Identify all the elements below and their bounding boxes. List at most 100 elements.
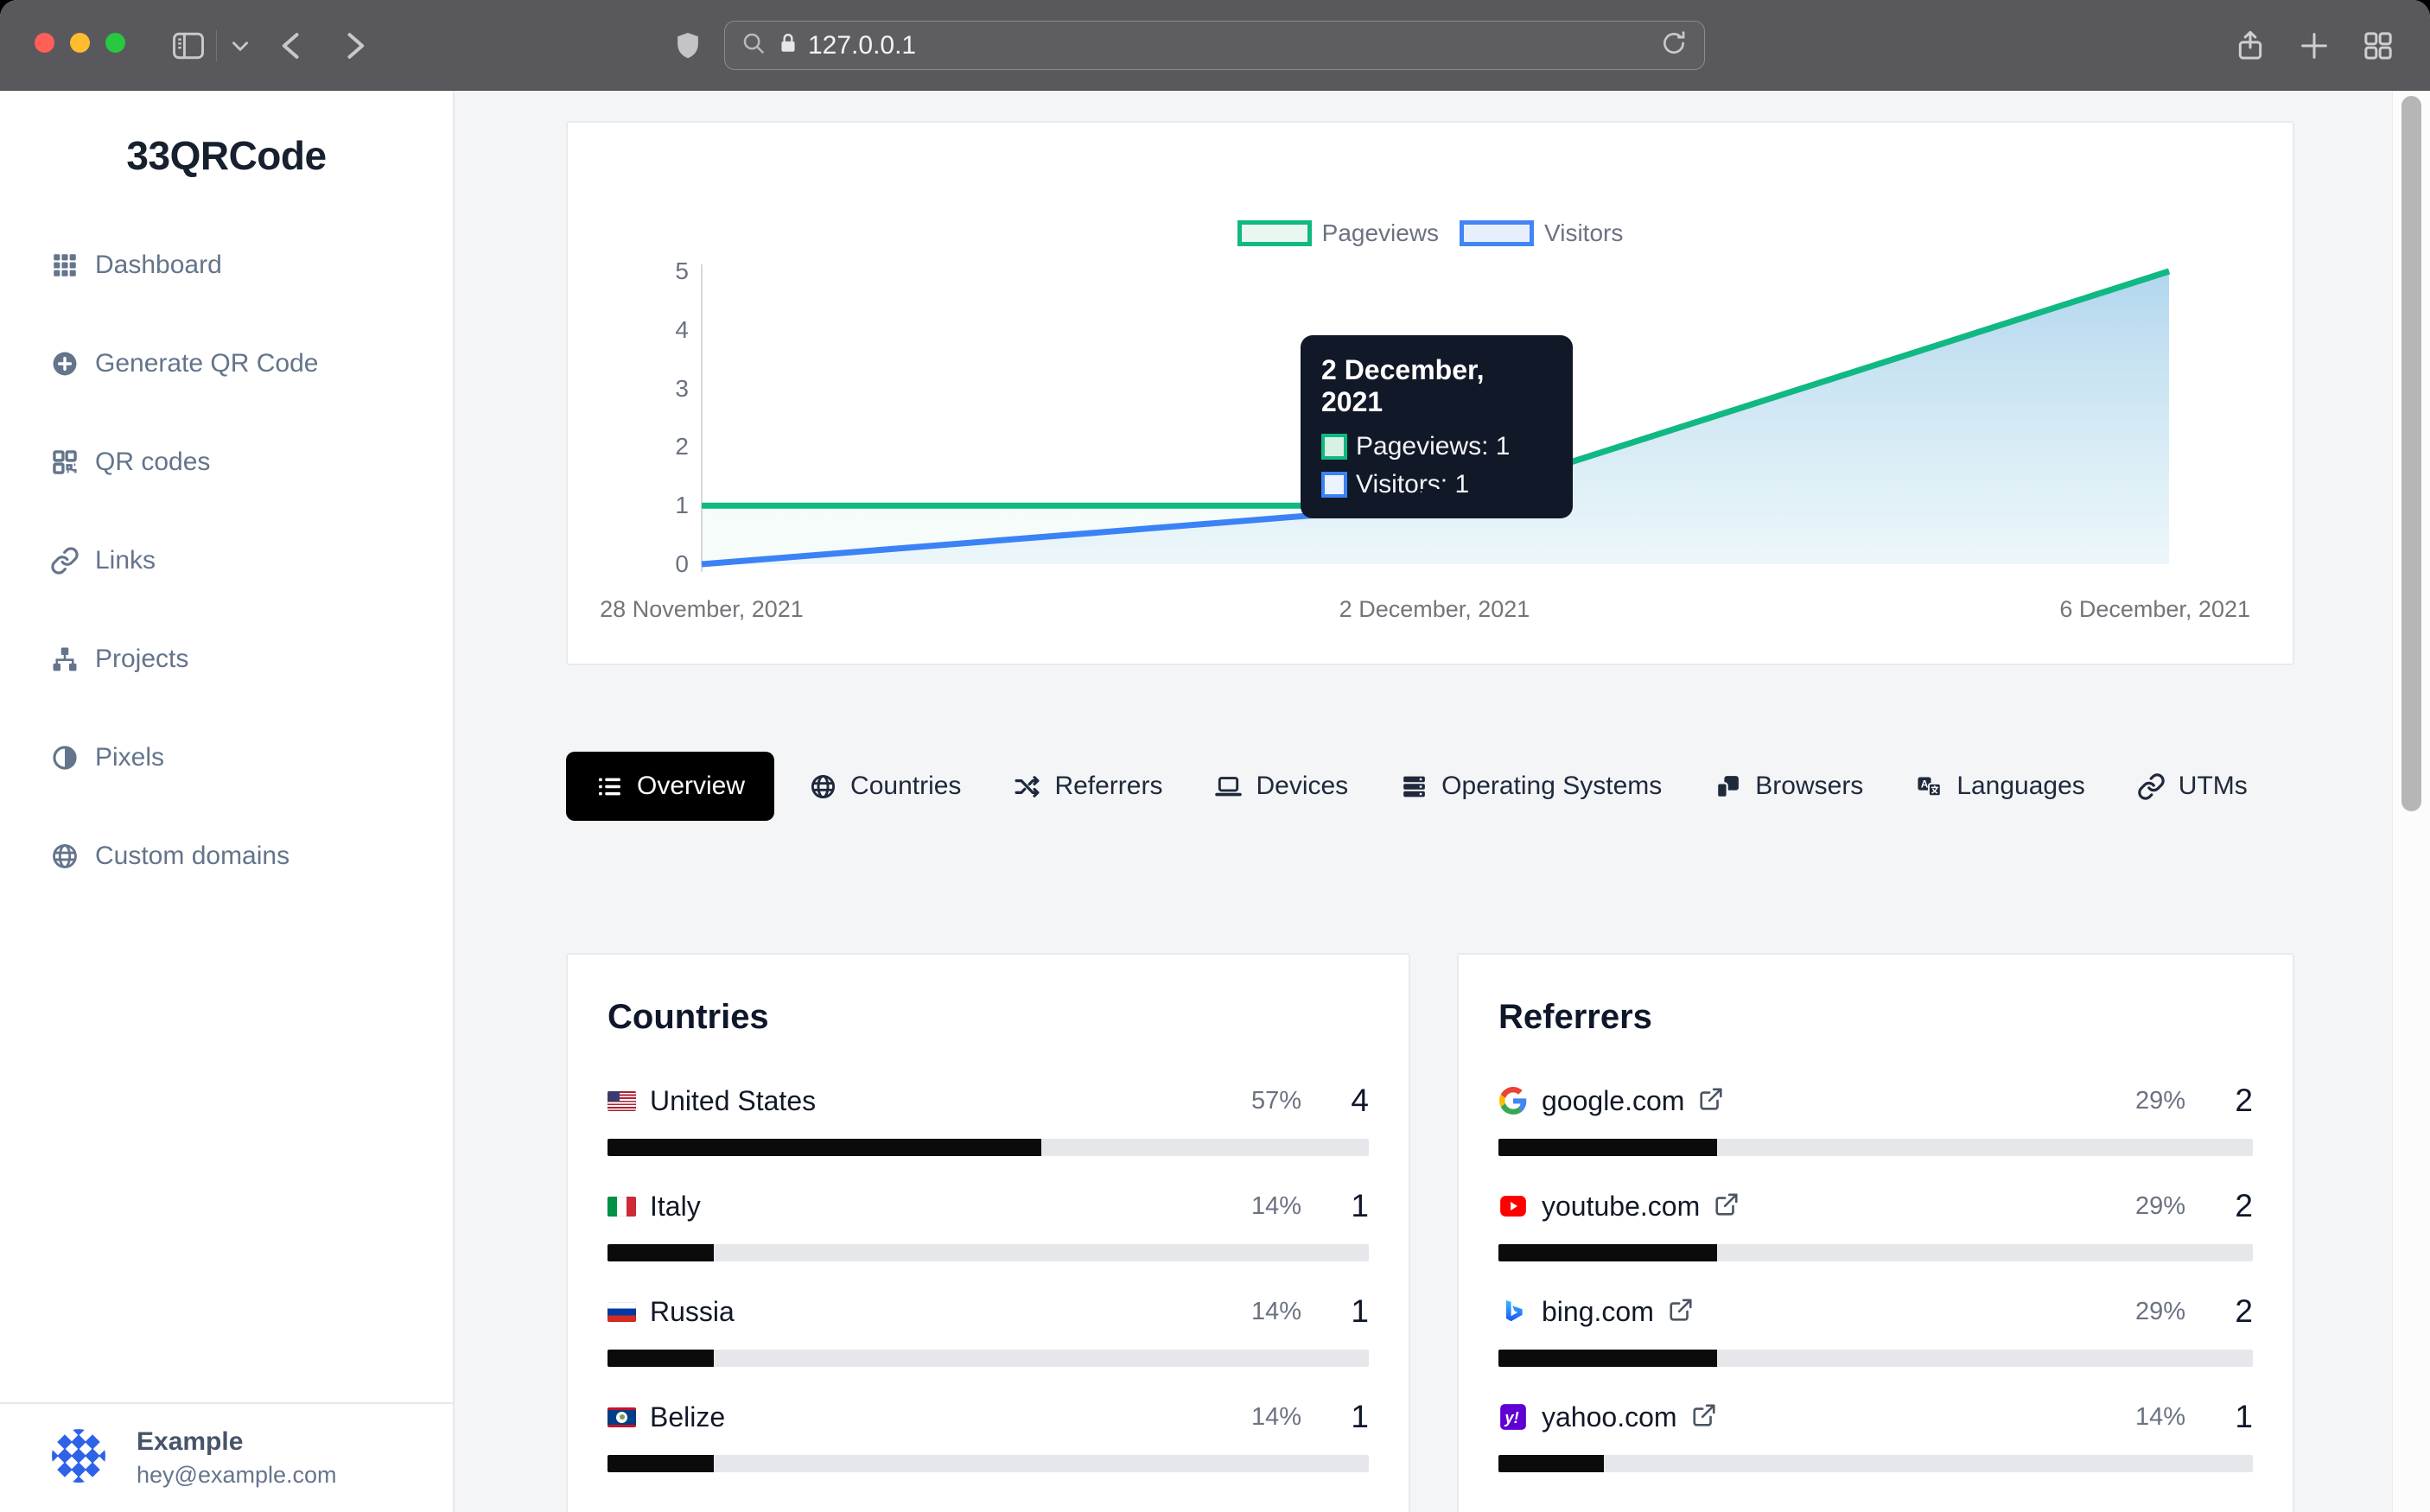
link-icon <box>2138 772 2165 800</box>
tab-overview-icon[interactable] <box>2354 0 2402 91</box>
legend-label: Pageviews <box>1321 219 1440 246</box>
tab-label: Referrers <box>1054 772 1163 800</box>
zoom-window-button[interactable] <box>105 33 125 53</box>
country-name: United States <box>650 1084 817 1116</box>
lock-icon <box>777 30 799 60</box>
external-link-icon[interactable] <box>1698 1086 1724 1116</box>
browser-toolbar: 127.0.0.1 <box>0 0 2430 91</box>
sidebar-item-qr-codes[interactable]: QR codes <box>0 432 453 492</box>
referrer-percent: 29% <box>2134 1086 2185 1115</box>
referrer-percent: 29% <box>2134 1191 2185 1220</box>
flag-belize-icon <box>608 1407 636 1427</box>
google-favicon <box>1498 1086 1528 1115</box>
back-button[interactable] <box>268 0 316 91</box>
tab-utms[interactable]: UTMs <box>2120 752 2265 821</box>
url-text: 127.0.0.1 <box>808 30 917 60</box>
tab-label: Languages <box>1956 772 2085 800</box>
scrollbar-thumb[interactable] <box>2401 96 2421 811</box>
sidebar-item-label: Generate QR Code <box>95 349 319 378</box>
reload-icon[interactable] <box>1659 29 1689 62</box>
main-content: Pageviews Visitors 5 4 3 2 1 0 28 November, 2… <box>455 91 2430 1512</box>
referrers-title: Referrers <box>1498 998 1652 1036</box>
external-link-icon[interactable] <box>1714 1191 1740 1222</box>
referrer-name: youtube.com <box>1542 1190 1701 1222</box>
referrer-percent: 29% <box>2134 1297 2185 1325</box>
country-percent: 14% <box>1250 1297 1301 1325</box>
legend-pageviews[interactable]: Pageviews <box>1237 219 1439 247</box>
new-tab-icon[interactable] <box>2290 0 2338 91</box>
chart-tooltip: 2 December, 2021 Pageviews: 1 Visitors: … <box>1301 335 1573 518</box>
progress-bar <box>1498 1350 2253 1367</box>
tab-label: Overview <box>637 772 746 800</box>
sidebar-toggle-icon[interactable] <box>164 0 213 91</box>
tab-referrers[interactable]: Referrers <box>996 752 1180 821</box>
globe-icon <box>53 844 77 868</box>
minimize-window-button[interactable] <box>70 33 90 53</box>
share-icon[interactable] <box>2226 0 2274 91</box>
forward-button[interactable] <box>330 0 378 91</box>
address-bar[interactable]: 127.0.0.1 <box>724 21 1705 70</box>
country-percent: 14% <box>1250 1191 1301 1220</box>
referrer-row-google: google.com 29% 2 <box>1498 1082 2253 1156</box>
shield-icon[interactable] <box>664 0 712 91</box>
country-count: 1 <box>1351 1188 1369 1223</box>
flag-russia-icon <box>608 1301 636 1322</box>
country-count: 4 <box>1351 1083 1369 1118</box>
tab-languages[interactable]: A Languages <box>1898 752 2102 821</box>
x-axis-label: 6 December, 2021 <box>2059 596 2250 622</box>
legend-visitors[interactable]: Visitors <box>1460 219 1623 247</box>
tooltip-title: 2 December, 2021 <box>1321 354 1485 417</box>
tab-label: Browsers <box>1755 772 1864 800</box>
sidebar-item-custom-domains[interactable]: Custom domains <box>0 826 453 886</box>
y-tick-label: 2 <box>675 433 689 461</box>
country-count: 1 <box>1351 1293 1369 1329</box>
user-account[interactable]: Example hey@example.com <box>0 1402 453 1512</box>
tooltip-caret <box>1419 489 1450 505</box>
scrollbar-track[interactable] <box>2392 91 2430 1512</box>
toolbar-divider <box>216 30 217 61</box>
country-row-united-states: United States 57% 4 <box>608 1082 1369 1156</box>
sidebar: 33QRCode Dashboard Generate QR Code QR c… <box>0 91 455 1512</box>
yahoo-favicon: y! <box>1498 1402 1528 1432</box>
referrer-name: bing.com <box>1542 1295 1654 1327</box>
sidebar-item-projects[interactable]: Projects <box>0 629 453 689</box>
visitors-swatch <box>1321 472 1347 498</box>
bing-favicon <box>1498 1297 1528 1326</box>
chevron-down-icon[interactable] <box>221 0 259 91</box>
y-axis-labels: 5 4 3 2 1 0 <box>568 123 2293 664</box>
country-row-russia: Russia 14% 1 <box>608 1293 1369 1367</box>
referrer-count: 2 <box>2235 1293 2253 1329</box>
chart-legend: Pageviews Visitors <box>568 219 2293 247</box>
flag-italy-icon <box>608 1196 636 1217</box>
country-percent: 14% <box>1250 1402 1301 1431</box>
tab-devices[interactable]: Devices <box>1197 752 1365 821</box>
progress-bar <box>608 1350 1369 1367</box>
half-circle-icon <box>53 746 77 770</box>
country-row-italy: Italy 14% 1 <box>608 1187 1369 1261</box>
tab-browsers[interactable]: Browsers <box>1696 752 1880 821</box>
laptop-icon <box>1215 776 1243 796</box>
sidebar-menu: Dashboard Generate QR Code QR codes Link… <box>0 235 453 886</box>
sidebar-item-dashboard[interactable]: Dashboard <box>0 235 453 295</box>
external-link-icon[interactable] <box>1691 1402 1717 1433</box>
external-link-icon[interactable] <box>1668 1297 1694 1327</box>
sidebar-item-links[interactable]: Links <box>0 530 453 591</box>
progress-bar <box>1498 1244 2253 1261</box>
tab-operating-systems[interactable]: Operating Systems <box>1383 752 1679 821</box>
countries-card: Countries United States 57% 4 Italy <box>566 953 1410 1512</box>
svg-text:A: A <box>1921 778 1929 790</box>
close-window-button[interactable] <box>35 33 54 53</box>
translate-icon: A <box>1918 777 1942 797</box>
link-icon <box>51 547 79 575</box>
sidebar-item-label: Custom domains <box>95 842 290 870</box>
sidebar-item-pixels[interactable]: Pixels <box>0 727 453 788</box>
server-icon <box>1403 776 1426 797</box>
tab-countries[interactable]: Countries <box>792 752 978 821</box>
y-tick-label: 1 <box>675 492 689 519</box>
tab-overview[interactable]: Overview <box>566 752 775 821</box>
y-tick-label: 5 <box>675 257 689 284</box>
country-row-belize: Belize 14% 1 <box>608 1398 1369 1472</box>
country-name: Italy <box>650 1190 701 1222</box>
sidebar-item-generate-qr-code[interactable]: Generate QR Code <box>0 334 453 394</box>
y-tick-label: 3 <box>675 374 689 402</box>
